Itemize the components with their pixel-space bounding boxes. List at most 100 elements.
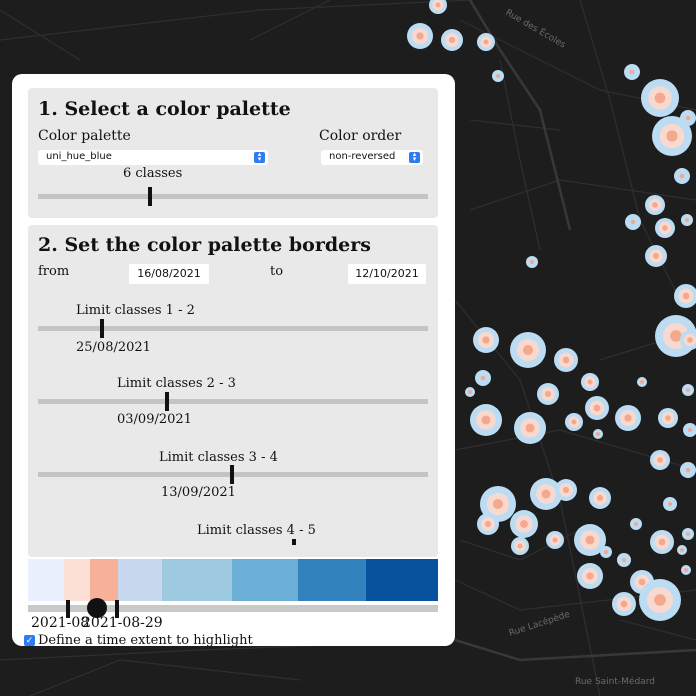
section-heading: 2. Set the color palette borders xyxy=(38,234,371,256)
map-marker-core xyxy=(652,202,658,208)
map-marker-core xyxy=(654,594,666,606)
control-panel: 1. Select a color palette Color palette … xyxy=(12,74,455,646)
map-marker-core xyxy=(544,390,552,398)
classes-slider-track[interactable] xyxy=(38,194,428,199)
map-marker-core xyxy=(634,522,638,526)
map-marker-core xyxy=(484,520,492,528)
select-arrows-icon: ▴ ▾ xyxy=(409,151,420,163)
map-marker-core xyxy=(593,404,601,412)
map-marker-core xyxy=(679,173,685,179)
highlight-checkbox[interactable]: ✓ xyxy=(24,634,35,646)
classes-slider-thumb[interactable] xyxy=(148,187,152,206)
limit-label: Limit classes 3 - 4 xyxy=(159,450,278,465)
map-marker-core xyxy=(652,252,660,260)
color-swatch xyxy=(90,559,118,601)
limit-slider-track[interactable] xyxy=(38,326,428,331)
limit-slider-thumb[interactable] xyxy=(165,392,169,411)
map-marker-core xyxy=(448,36,456,44)
to-label: to xyxy=(270,264,284,279)
limit-slider-thumb[interactable] xyxy=(100,319,104,338)
map-marker-core xyxy=(520,520,528,528)
map-marker-core xyxy=(530,260,534,264)
limit-label: Limit classes 2 - 3 xyxy=(117,376,236,391)
order-select[interactable]: non-reversed ▴ ▾ xyxy=(321,150,423,165)
timeline-start-label: 2021-08 xyxy=(31,615,90,631)
map-marker-core xyxy=(481,415,491,425)
limit-date: 25/08/2021 xyxy=(76,340,151,355)
map-markers[interactable] xyxy=(407,0,696,621)
color-swatch xyxy=(118,559,162,601)
palette-select[interactable]: uni_hue_blue ▴ ▾ xyxy=(38,150,268,165)
map-marker-core xyxy=(624,414,632,422)
map-marker-core xyxy=(638,578,646,586)
map-marker-core xyxy=(666,130,678,142)
map-marker-core xyxy=(685,115,691,121)
map-marker-core xyxy=(630,219,636,225)
timeline-knob[interactable] xyxy=(87,598,107,618)
color-swatch xyxy=(232,559,298,601)
limit-slider-track[interactable] xyxy=(38,399,428,404)
map-marker-core xyxy=(435,2,441,8)
map-marker-core xyxy=(480,375,486,381)
palette-select-value: uni_hue_blue xyxy=(46,151,112,162)
timeline-end-label: 2021-08-29 xyxy=(82,615,163,631)
color-swatch xyxy=(64,559,90,601)
map-main-roads xyxy=(454,0,696,662)
color-swatch xyxy=(28,559,64,601)
highlight-option[interactable]: ✓ Define a time extent to highlight xyxy=(24,632,253,646)
map-marker-core xyxy=(657,457,663,463)
timeline-end-handle[interactable] xyxy=(115,600,119,618)
map-marker-core xyxy=(654,92,666,104)
map-marker-core xyxy=(483,39,489,45)
map-marker-core xyxy=(640,380,644,384)
limit-slider-thumb[interactable] xyxy=(230,465,234,484)
map-marker-core xyxy=(670,330,682,342)
map-marker-core xyxy=(685,467,691,473)
map-marker-core xyxy=(680,548,684,552)
limit-label: Limit classes 1 - 2 xyxy=(76,303,195,318)
map-marker-core xyxy=(541,489,551,499)
map-marker-core xyxy=(665,415,671,421)
map-marker-core xyxy=(482,336,490,344)
color-swatch xyxy=(366,559,438,601)
map-marker-core xyxy=(622,558,626,562)
section-heading: 1. Select a color palette xyxy=(38,98,291,120)
map-marker-core xyxy=(416,32,424,40)
map-marker-core xyxy=(468,390,472,394)
map-marker-core xyxy=(604,550,608,554)
map-marker-core xyxy=(662,225,668,231)
map-marker-core xyxy=(552,537,558,543)
limit-date: 03/09/2021 xyxy=(117,412,192,427)
map-marker-core xyxy=(658,538,666,546)
timeline-start-handle[interactable] xyxy=(66,600,70,618)
map-marker-core xyxy=(517,543,523,549)
limit-slider-thumb[interactable] xyxy=(292,539,296,545)
map-marker-core xyxy=(620,600,628,608)
select-arrows-icon: ▴ ▾ xyxy=(254,151,265,163)
palette-label: Color palette xyxy=(38,128,131,144)
map-marker-core xyxy=(688,428,692,432)
map-marker-core xyxy=(682,292,690,300)
map-marker-core xyxy=(686,388,690,392)
map-marker-core xyxy=(562,356,570,364)
classes-count-label: 6 classes xyxy=(123,166,183,181)
map-marker-core xyxy=(685,218,689,222)
map-marker-core xyxy=(629,69,635,75)
street-label: Rue Saint-Médard xyxy=(575,676,655,687)
to-date-input[interactable]: 12/10/2021 xyxy=(348,264,426,284)
palette-section: 1. Select a color palette Color palette … xyxy=(28,88,438,218)
map-marker-core xyxy=(562,486,570,494)
map-marker-core xyxy=(684,568,688,572)
from-date-input[interactable]: 16/08/2021 xyxy=(129,264,209,284)
map-marker-core xyxy=(587,379,593,385)
map-marker-core xyxy=(668,502,672,506)
map-marker-core xyxy=(586,572,594,580)
order-label: Color order xyxy=(319,128,402,144)
from-label: from xyxy=(38,264,70,279)
map-marker-core xyxy=(687,337,693,343)
map-marker-core xyxy=(596,432,600,436)
color-swatch xyxy=(298,559,366,601)
timeline-track[interactable] xyxy=(28,605,438,612)
map-marker-core xyxy=(496,74,500,78)
map-marker-core xyxy=(571,419,577,425)
